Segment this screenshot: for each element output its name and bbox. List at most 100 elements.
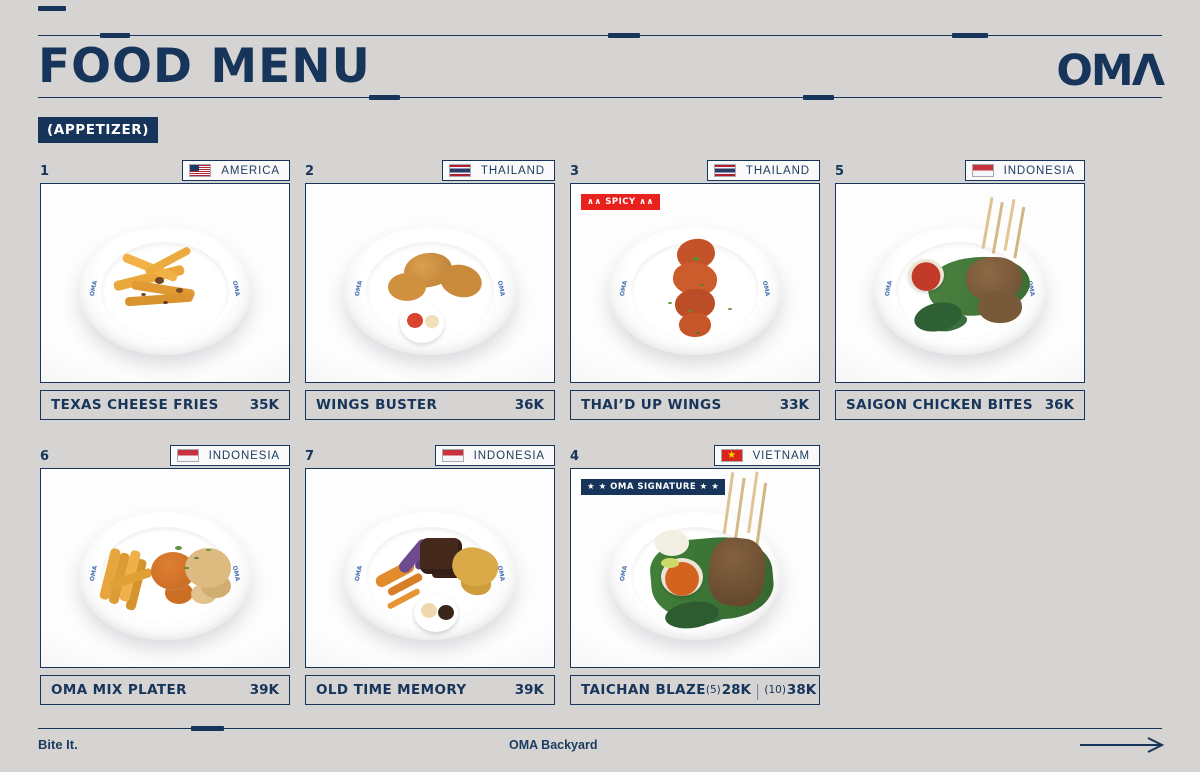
plate: OMA OMA	[79, 226, 251, 355]
food-illustration	[655, 529, 689, 556]
menu-card: 4 VIETNAM ★ ★ OMA SIGNATURE ★ ★ OMA OMA …	[570, 440, 820, 705]
plate-mark: OMA	[231, 279, 242, 297]
plate-mark: OMA	[618, 564, 629, 582]
decorative-dash	[369, 95, 400, 100]
plate-mark: OMA	[353, 564, 364, 582]
menu-card: 3 THAILAND ∧∧ SPICY ∧∧ OMA OMA THAI’D UP…	[570, 155, 820, 420]
dish-photo: OMA OMA	[305, 183, 555, 383]
plate: OMA OMA	[344, 511, 516, 640]
vietnam-flag-icon	[720, 449, 743, 462]
food-illustration	[425, 314, 439, 328]
food-illustration	[407, 312, 423, 328]
dish-name: WINGS BUSTER	[316, 397, 438, 413]
plate: OMA OMA	[609, 471, 781, 640]
plate: OMA OMA	[79, 511, 251, 640]
country-badge: INDONESIA	[434, 445, 555, 466]
dish-photo: OMA OMA	[305, 468, 555, 668]
decorative-dash	[803, 95, 834, 100]
decorative-dash	[191, 726, 224, 731]
thailand-flag-icon	[713, 164, 736, 177]
dish-name: TAICHAN BLAZE	[581, 682, 706, 698]
plate-mark: OMA	[231, 564, 242, 582]
food-illustration	[98, 547, 122, 601]
dish-price: 28K	[721, 682, 751, 698]
food-illustration	[661, 557, 703, 596]
dish-name: SAIGON CHICKEN BITES	[846, 397, 1034, 413]
food-illustration	[978, 290, 1022, 323]
signature-badge: ★ ★ OMA SIGNATURE ★ ★	[581, 479, 726, 495]
indonesia-flag-icon	[971, 164, 994, 177]
food-illustration	[981, 197, 994, 249]
card-number: 4	[570, 449, 580, 464]
usa-flag-icon	[189, 164, 212, 177]
card-header: 7 INDONESIA	[305, 440, 555, 466]
dish-price: 39K	[249, 682, 279, 698]
dish-name-bar: TAICHAN BLAZE (5) 28K | (10) 38K	[570, 675, 820, 705]
dish-photo: ★ ★ OMA SIGNATURE ★ ★ OMA OMA	[570, 468, 820, 668]
plate-mark: OMA	[761, 279, 772, 297]
menu-card: 1 AMERICA OMA OMA TEXAS CHEESE FRIES 35K	[40, 155, 290, 420]
price-divider: |	[754, 680, 761, 700]
country-label: INDONESIA	[473, 449, 545, 462]
decorative-dash	[952, 33, 988, 38]
card-header: 5 INDONESIA	[835, 155, 1085, 181]
country-badge: INDONESIA	[964, 160, 1085, 181]
plate: OMA OMA	[344, 226, 516, 355]
decorative-dash	[608, 33, 640, 38]
dish-price: 33K	[779, 397, 809, 413]
dish-name-bar: WINGS BUSTER 36K	[305, 390, 555, 420]
card-header: 2 THAILAND	[305, 155, 555, 181]
food-illustration	[388, 272, 426, 301]
arrow-right-icon	[1079, 736, 1165, 758]
food-illustration	[124, 292, 194, 307]
country-label: INDONESIA	[1003, 164, 1075, 177]
country-badge: THAILAND	[441, 160, 555, 181]
card-number: 3	[570, 164, 580, 179]
country-badge: INDONESIA	[169, 445, 290, 466]
food-illustration	[155, 276, 164, 284]
plate-mark: OMA	[353, 279, 364, 297]
menu-card: 2 THAILAND OMA OMA WINGS BUSTER 36K	[305, 155, 555, 420]
dish-photo: OMA OMA	[835, 183, 1085, 383]
page-title: FOOD MENU	[38, 39, 371, 94]
country-badge: AMERICA	[182, 160, 290, 181]
country-label: THAILAND	[480, 164, 545, 177]
indonesia-flag-icon	[176, 449, 199, 462]
menu-card: 5 INDONESIA OMA OMA SAIGON CHICKEN BITES…	[835, 155, 1085, 420]
portion-qty: (10)	[764, 684, 786, 696]
dish-price: 35K	[249, 397, 279, 413]
card-number: 1	[40, 164, 50, 179]
country-label: AMERICA	[221, 164, 280, 177]
dish-name: OLD TIME MEMORY	[316, 682, 467, 698]
country-badge: VIETNAM	[713, 445, 820, 466]
oma-logo: OMΛ	[1056, 46, 1165, 96]
header-rule-top	[38, 35, 1162, 36]
dish-price-group: (5) 28K | (10) 38K	[706, 681, 816, 700]
plate-mark: OMA	[88, 279, 99, 297]
dish-price: 36K	[1044, 397, 1074, 413]
spicy-badge: ∧∧ SPICY ∧∧	[581, 194, 660, 210]
dish-price: 36K	[514, 397, 544, 413]
food-illustration	[908, 258, 944, 291]
plate-mark: OMA	[88, 564, 99, 582]
indonesia-flag-icon	[441, 449, 464, 462]
menu-card: 6 INDONESIA OMA OMA OMA MIX PLATER 39K	[40, 440, 290, 705]
decorative-dash	[38, 6, 66, 11]
dish-name-bar: OMA MIX PLATER 39K	[40, 675, 290, 705]
dish-name-bar: SAIGON CHICKEN BITES 36K	[835, 390, 1085, 420]
menu-card: 7 INDONESIA OMA OMA OLD TIME MEMORY 39K	[305, 440, 555, 705]
card-header: 4 VIETNAM	[570, 440, 820, 466]
country-label: THAILAND	[745, 164, 810, 177]
country-label: INDONESIA	[208, 449, 280, 462]
card-number: 5	[835, 164, 845, 179]
dish-photo: OMA OMA	[40, 183, 290, 383]
dish-name-bar: THAI’D UP WINGS 33K	[570, 390, 820, 420]
thailand-flag-icon	[448, 164, 471, 177]
header-rule-bottom	[38, 97, 1162, 98]
country-label: VIETNAM	[752, 449, 810, 462]
dish-photo: OMA OMA	[40, 468, 290, 668]
dish-name-bar: TEXAS CHEESE FRIES 35K	[40, 390, 290, 420]
food-illustration	[693, 256, 699, 261]
card-header: 6 INDONESIA	[40, 440, 290, 466]
